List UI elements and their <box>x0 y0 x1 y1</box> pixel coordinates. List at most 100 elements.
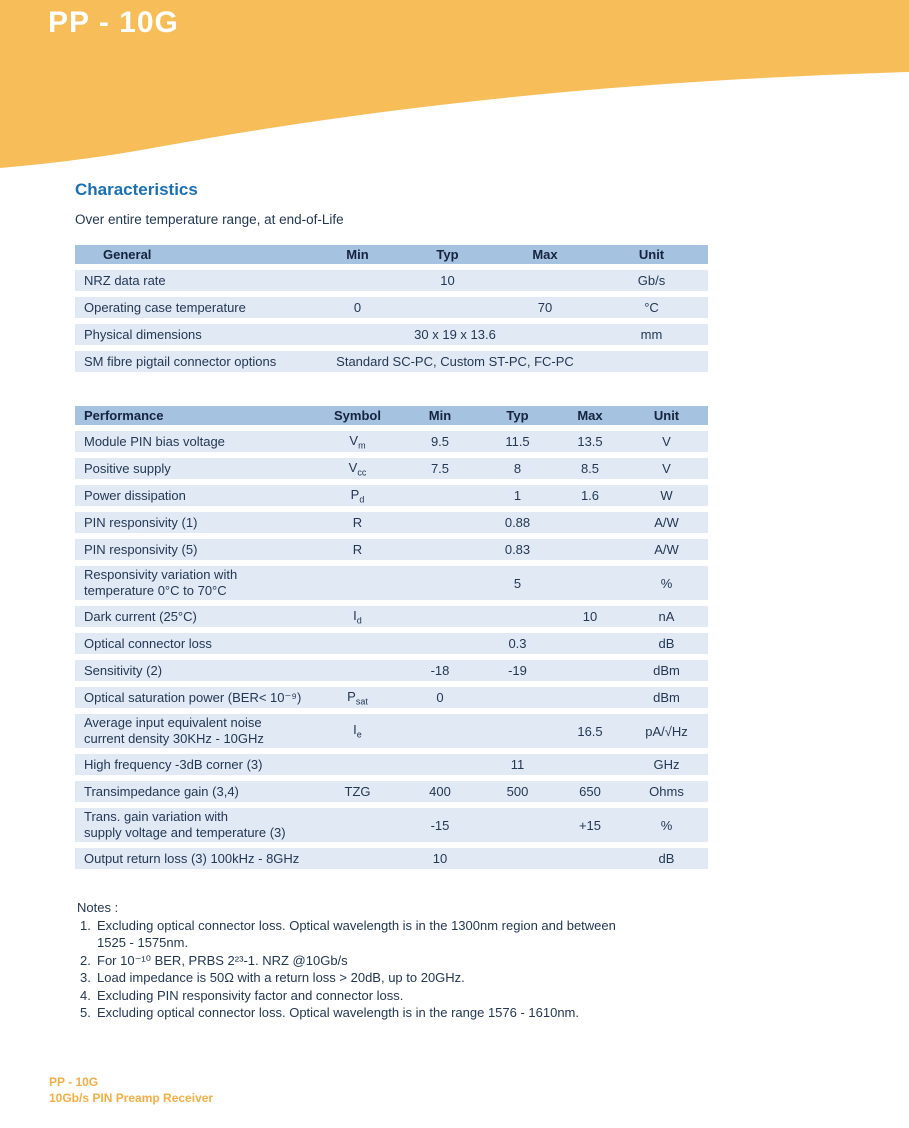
max-cell: 70 <box>495 297 595 318</box>
typ-cell: 0.3 <box>480 633 555 654</box>
table-row: NRZ data rate 10 Gb/s <box>75 270 708 291</box>
symbol-cell <box>315 566 400 600</box>
unit-cell: Gb/s <box>595 270 708 291</box>
typ-cell <box>480 714 555 748</box>
table-header-row: General Min Typ Max Unit <box>75 245 708 264</box>
column-header: Max <box>495 245 595 264</box>
typ-cell <box>480 606 555 627</box>
column-header: Min <box>400 406 480 425</box>
min-cell: 7.5 <box>400 458 480 479</box>
column-header: Symbol <box>315 406 400 425</box>
row-label: Transimpedance gain (3,4) <box>75 781 315 802</box>
row-label: PIN responsivity (1) <box>75 512 315 533</box>
row-label: Output return loss (3) 100kHz - 8GHz <box>75 848 315 869</box>
max-cell: 13.5 <box>555 431 625 452</box>
unit-cell: Ohms <box>625 781 708 802</box>
max-cell: 8.5 <box>555 458 625 479</box>
table-row: Transimpedance gain (3,4) TZG 400 500 650 Ohm… <box>75 781 708 802</box>
min-cell <box>400 606 480 627</box>
table-row: Dark current (25°C) Id 10 nA <box>75 606 708 627</box>
row-label: Power dissipation <box>75 485 315 506</box>
symbol-cell: R <box>315 512 400 533</box>
typ-cell: -19 <box>480 660 555 681</box>
min-cell: 0 <box>315 297 400 318</box>
note-text: Excluding optical connector loss. Optica… <box>97 1005 580 1020</box>
unit-cell: A/W <box>625 512 708 533</box>
row-label: Optical saturation power (BER< 10⁻⁹) <box>75 687 315 708</box>
max-cell <box>555 687 625 708</box>
unit-cell: A/W <box>625 539 708 560</box>
typ-cell <box>400 297 495 318</box>
row-label: SM fibre pigtail connector options <box>75 351 315 372</box>
table-row: Average input equivalent noise current de… <box>75 714 708 748</box>
typ-cell <box>480 687 555 708</box>
unit-cell: pA/√Hz <box>625 714 708 748</box>
unit-cell: dBm <box>625 687 708 708</box>
min-cell: 10 <box>400 848 480 869</box>
symbol-cell <box>315 660 400 681</box>
min-cell <box>400 485 480 506</box>
unit-cell: % <box>625 808 708 842</box>
table-row: SM fibre pigtail connector options Standa… <box>75 351 708 372</box>
table-row: Power dissipation Pd 1 1.6 W <box>75 485 708 506</box>
note-item: 4. Excluding PIN responsivity factor and … <box>80 987 708 1005</box>
content-area: Characteristics Over entire temperature … <box>75 180 708 1022</box>
table-row: Positive supply Vcc 7.5 8 8.5 V <box>75 458 708 479</box>
table-row: PIN responsivity (1) R 0.88 A/W <box>75 512 708 533</box>
section-heading: Characteristics <box>75 180 198 199</box>
table-row: Output return loss (3) 100kHz - 8GHz 10 dB <box>75 848 708 869</box>
typ-cell: 5 <box>480 566 555 600</box>
note-number: 3. <box>80 970 91 985</box>
symbol-cell: TZG <box>315 781 400 802</box>
table-row: Responsivity variation with temperature 0… <box>75 566 708 600</box>
max-cell: +15 <box>555 808 625 842</box>
max-cell: 16.5 <box>555 714 625 748</box>
column-header: General <box>75 245 315 264</box>
symbol-cell: Psat <box>315 687 400 708</box>
min-cell: -18 <box>400 660 480 681</box>
typ-cell: 1 <box>480 485 555 506</box>
symbol-cell: Vm <box>315 431 400 452</box>
typ-cell: 0.83 <box>480 539 555 560</box>
typ-cell: 500 <box>480 781 555 802</box>
column-header: Typ <box>400 245 495 264</box>
max-cell <box>555 848 625 869</box>
row-label: Responsivity variation with temperature 0… <box>75 566 315 600</box>
note-text: Excluding optical connector loss. Optica… <box>97 917 616 951</box>
table-row: Optical saturation power (BER< 10⁻⁹) Psat… <box>75 687 708 708</box>
symbol-cell: Ie <box>315 714 400 748</box>
typ-cell <box>480 808 555 842</box>
unit-cell: mm <box>595 324 708 345</box>
min-cell <box>400 633 480 654</box>
table-row: Physical dimensions 30 x 19 x 13.6 mm <box>75 324 708 345</box>
unit-cell: % <box>625 566 708 600</box>
row-label: Physical dimensions <box>75 324 315 345</box>
section-subtitle: Over entire temperature range, at end-of… <box>75 212 344 227</box>
unit-cell: GHz <box>625 754 708 775</box>
min-cell <box>315 270 400 291</box>
max-cell <box>555 754 625 775</box>
max-cell <box>555 539 625 560</box>
unit-cell: W <box>625 485 708 506</box>
min-cell <box>400 714 480 748</box>
symbol-cell: Vcc <box>315 458 400 479</box>
notes-section: Notes : 1. Excluding optical connector lo… <box>75 899 708 1022</box>
symbol-cell: Id <box>315 606 400 627</box>
symbol-cell <box>315 633 400 654</box>
max-cell <box>555 512 625 533</box>
row-label: Positive supply <box>75 458 315 479</box>
row-label: Trans. gain variation with supply voltage… <box>75 808 315 842</box>
unit-cell: dB <box>625 848 708 869</box>
note-item: 5. Excluding optical connector loss. Opti… <box>80 1004 708 1022</box>
row-label: Average input equivalent noise current de… <box>75 714 315 748</box>
note-text: For 10⁻¹⁰ BER, PRBS 2²³-1. NRZ @10Gb/s <box>97 952 348 968</box>
general-table: General Min Typ Max Unit NRZ data rate 10 Gb/s… <box>75 239 708 378</box>
page-footer: PP - 10G 10Gb/s PIN Preamp Receiver <box>49 1074 213 1106</box>
max-cell <box>555 633 625 654</box>
note-number: 2. <box>80 952 91 968</box>
max-cell: 1.6 <box>555 485 625 506</box>
typ-cell: 10 <box>400 270 495 291</box>
min-cell: 0 <box>400 687 480 708</box>
span-value-cell: 30 x 19 x 13.6 <box>315 324 595 345</box>
